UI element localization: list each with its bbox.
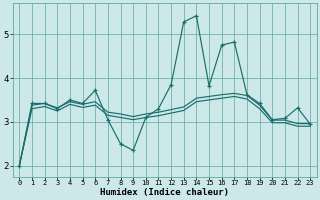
X-axis label: Humidex (Indice chaleur): Humidex (Indice chaleur) [100, 188, 229, 197]
